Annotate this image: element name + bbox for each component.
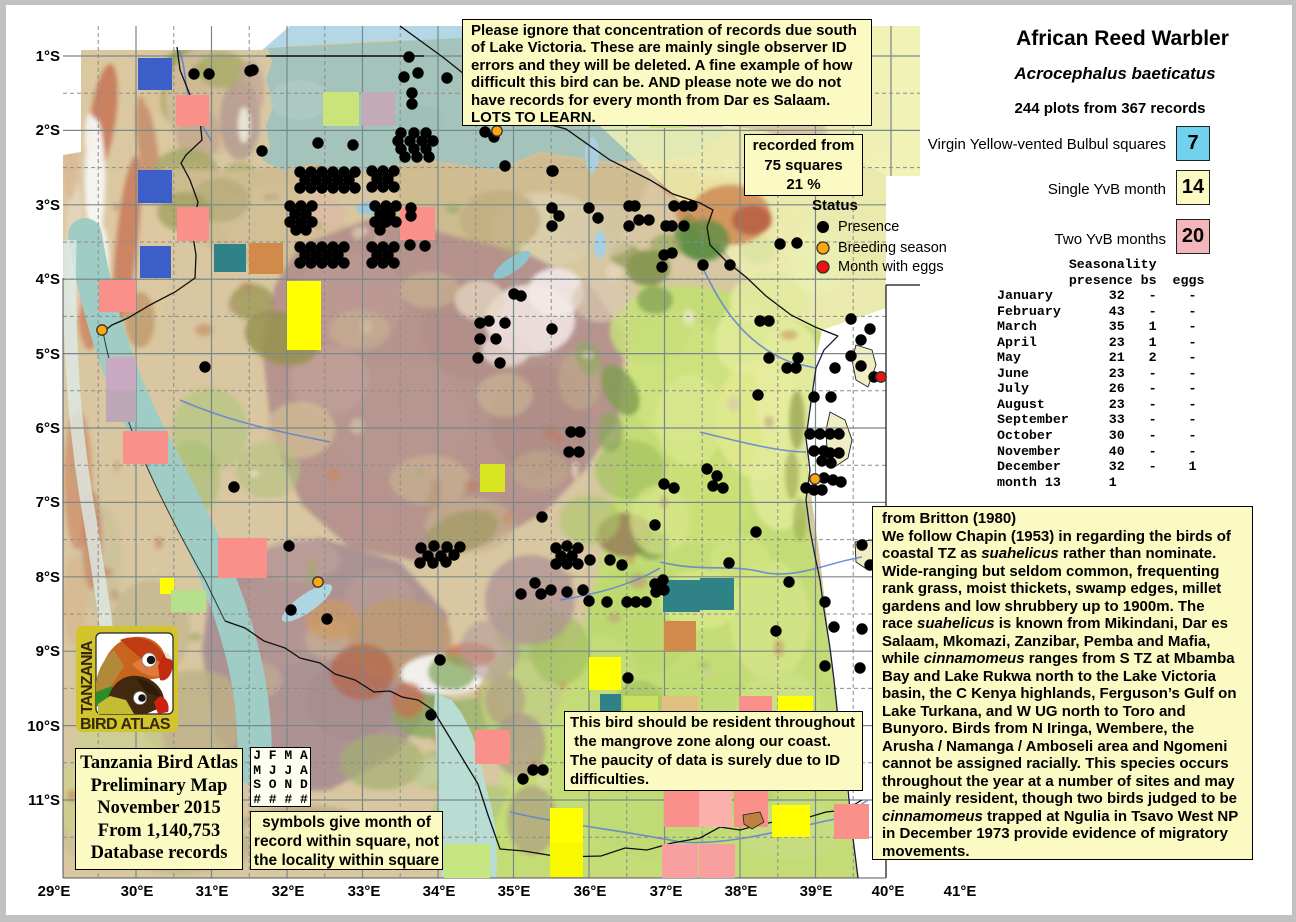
svg-text:BIRD ATLAS: BIRD ATLAS bbox=[80, 716, 171, 732]
svg-text:TANZANIA: TANZANIA bbox=[79, 640, 96, 714]
